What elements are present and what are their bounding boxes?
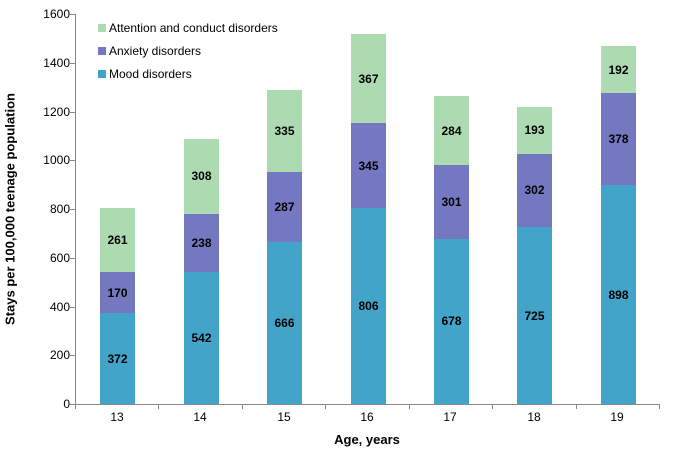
segment-value-label: 542	[191, 330, 212, 345]
segment-attention-and-conduct-disorders: 335	[267, 90, 302, 172]
segment-attention-and-conduct-disorders: 367	[351, 34, 386, 124]
x-tick-mark	[242, 405, 243, 409]
y-tick-label: 1400	[43, 55, 70, 70]
y-tick-label: 800	[49, 202, 70, 216]
segment-anxiety-disorders: 238	[184, 213, 219, 272]
segment-anxiety-disorders: 287	[267, 171, 302, 242]
bar-age-18: 193 302 725	[517, 106, 552, 404]
bar-age-15: 335 287 666	[267, 90, 302, 404]
segment-value-label: 238	[191, 235, 212, 250]
y-tick-mark	[70, 209, 75, 210]
legend-label: Mood disorders	[109, 67, 192, 81]
y-tick-mark	[70, 355, 75, 357]
segment-value-label: 261	[107, 233, 128, 248]
segment-value-label: 678	[441, 314, 462, 329]
segment-value-label: 372	[107, 351, 128, 366]
x-tick-label: 13	[110, 410, 124, 424]
y-tick-mark	[70, 306, 75, 308]
y-tick-label: 200	[49, 348, 70, 363]
segment-mood-disorders: 372	[100, 313, 135, 404]
segment-attention-and-conduct-disorders: 284	[434, 96, 469, 166]
segment-mood-disorders: 678	[434, 238, 469, 404]
x-tick-label: 19	[610, 410, 624, 424]
y-tick-label: 1600	[43, 7, 70, 21]
legend-item-anxiety-disorders: Anxiety disorders	[98, 44, 278, 58]
segment-value-label: 287	[274, 199, 295, 214]
segment-value-label: 806	[358, 298, 379, 313]
bar-age-19: 192 378 898	[601, 46, 636, 404]
segment-anxiety-disorders: 378	[601, 93, 636, 186]
segment-mood-disorders: 806	[351, 207, 386, 404]
legend-item-attention-and-conduct-disorders: Attention and conduct disorders	[98, 21, 278, 35]
segment-attention-and-conduct-disorders: 308	[184, 138, 219, 214]
segment-value-label: 666	[274, 315, 295, 330]
segment-value-label: 898	[608, 287, 629, 302]
y-tick-label: 400	[49, 299, 70, 314]
segment-attention-and-conduct-disorders: 192	[601, 46, 636, 93]
legend-label: Attention and conduct disorders	[109, 21, 278, 35]
x-tick-label: 15	[277, 410, 291, 424]
legend-swatch-icon	[98, 24, 106, 32]
x-tick-mark	[576, 405, 577, 409]
x-tick-label: 14	[193, 410, 207, 424]
segment-value-label: 302	[524, 183, 545, 198]
x-tick-label: 16	[360, 410, 374, 424]
bar-age-16: 367 345 806	[351, 34, 386, 404]
segment-mood-disorders: 898	[601, 185, 636, 404]
segment-anxiety-disorders: 345	[351, 123, 386, 208]
y-tick-mark	[70, 111, 75, 113]
segment-value-label: 170	[107, 285, 128, 300]
segment-mood-disorders: 725	[517, 227, 552, 404]
segment-value-label: 301	[441, 195, 462, 210]
y-tick-mark	[70, 160, 75, 162]
x-tick-mark	[659, 405, 660, 409]
x-tick-mark	[492, 405, 493, 409]
x-tick-mark	[75, 405, 76, 409]
bar-age-17: 284 301 678	[434, 96, 469, 404]
y-tick-label: 1000	[43, 153, 70, 168]
segment-value-label: 193	[524, 123, 545, 138]
x-tick-mark	[409, 405, 410, 409]
x-tick-mark	[325, 405, 326, 409]
y-axis-title: Stays per 100,000 teenage population	[2, 93, 18, 325]
segment-value-label: 284	[441, 123, 462, 138]
legend-swatch-icon	[98, 47, 106, 55]
segment-value-label: 725	[524, 308, 545, 323]
y-tick-label: 1200	[43, 104, 70, 119]
segment-anxiety-disorders: 302	[517, 153, 552, 228]
segment-anxiety-disorders: 170	[100, 271, 135, 314]
bar-age-13: 261 170 372	[100, 208, 135, 404]
y-tick-label: 600	[49, 250, 70, 265]
plot-area: Attention and conduct disorders Anxiety d…	[75, 14, 660, 405]
y-tick-mark	[70, 62, 75, 64]
y-tick-label: 0	[63, 397, 70, 411]
x-axis-title: Age, years	[334, 432, 400, 447]
segment-value-label: 378	[608, 132, 629, 147]
y-tick-mark	[70, 14, 75, 15]
legend: Attention and conduct disorders Anxiety d…	[98, 21, 278, 81]
segment-value-label: 335	[274, 123, 295, 138]
segment-value-label: 192	[608, 62, 629, 77]
legend-swatch-icon	[98, 70, 106, 78]
segment-anxiety-disorders: 301	[434, 165, 469, 239]
x-tick-label: 17	[443, 410, 457, 424]
y-tick-mark	[70, 257, 75, 259]
legend-item-mood-disorders: Mood disorders	[98, 67, 278, 81]
segment-value-label: 308	[191, 169, 212, 184]
y-tick-mark	[70, 404, 75, 405]
segment-attention-and-conduct-disorders: 261	[100, 208, 135, 272]
segment-attention-and-conduct-disorders: 193	[517, 106, 552, 154]
legend-label: Anxiety disorders	[109, 44, 202, 58]
segment-mood-disorders: 666	[267, 241, 302, 404]
x-tick-label: 18	[527, 410, 541, 424]
segment-value-label: 345	[358, 158, 379, 173]
segment-mood-disorders: 542	[184, 271, 219, 404]
x-tick-mark	[158, 405, 159, 409]
segment-value-label: 367	[358, 71, 379, 86]
bar-age-14: 308 238 542	[184, 138, 219, 404]
